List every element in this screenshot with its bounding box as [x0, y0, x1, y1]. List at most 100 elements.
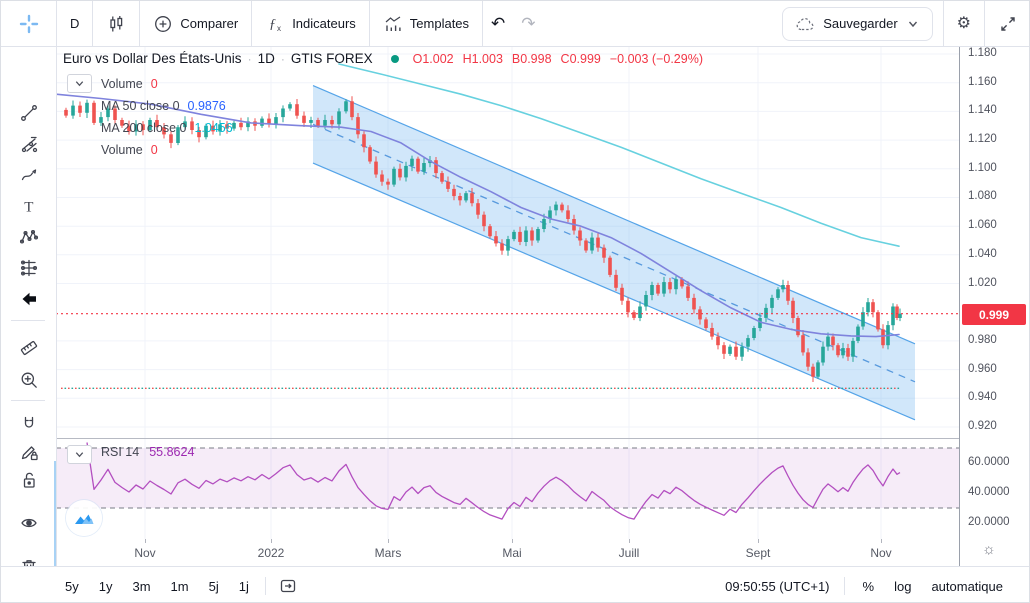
ruler-button[interactable]: [12, 334, 46, 362]
price-chart-pane[interactable]: [56, 46, 959, 438]
time-tick: [881, 539, 882, 543]
undo-button[interactable]: ↶: [483, 1, 513, 46]
axis-settings-icon[interactable]: ☼: [982, 541, 996, 558]
header-separator: ·: [280, 51, 285, 66]
rsi-tick-label: 60.0000: [968, 456, 1010, 468]
plus-circle-icon: [155, 15, 172, 32]
chart-style-button[interactable]: [93, 1, 139, 46]
time-tick-label: Nov: [870, 546, 892, 560]
price-tick-label: 1.060: [968, 219, 997, 231]
pane-separator[interactable]: [56, 438, 1029, 439]
toolbar-divider: [251, 1, 253, 46]
price-axis-border: [959, 46, 960, 566]
rsi-pane[interactable]: [56, 438, 959, 539]
indicators-button[interactable]: ƒ x Indicateurs: [252, 1, 369, 46]
legend-label: Volume: [101, 143, 143, 157]
rsi-collapse-button[interactable]: [67, 445, 92, 464]
pattern-tool-button[interactable]: [12, 223, 46, 251]
time-tick: [758, 539, 759, 543]
log-scale-button[interactable]: log: [894, 578, 912, 594]
fib-tool-icon: [21, 136, 38, 153]
text-tool-button[interactable]: T: [12, 192, 46, 220]
eye-button[interactable]: [12, 509, 46, 537]
ohlc-high: H1.003: [462, 51, 503, 66]
svg-text:ƒ: ƒ: [269, 17, 276, 32]
time-tick: [629, 539, 630, 543]
rsi-legend[interactable]: RSI 14 55.8624: [101, 445, 194, 459]
toolbar-divider: [92, 1, 94, 46]
goto-date-button[interactable]: [274, 576, 302, 596]
ohlc-values: O1.002 H1.003 B0.998 C0.999 −0.003 (−0.2…: [413, 52, 703, 66]
redo-button[interactable]: ↷: [513, 1, 543, 46]
range-button-3m[interactable]: 3m: [132, 578, 151, 594]
crosshair-icon: [19, 14, 38, 33]
price-tick-label: 0.940: [968, 391, 997, 403]
header-separator: ·: [247, 51, 252, 66]
unlock-button[interactable]: [12, 466, 46, 494]
price-tick-label: 0.920: [968, 420, 997, 432]
arrow-left-button[interactable]: [12, 285, 46, 313]
legend-value: 1.0456: [194, 121, 233, 135]
save-button[interactable]: Sauvegarder: [782, 6, 933, 41]
magnet-button[interactable]: [12, 410, 46, 438]
brush-tool-button[interactable]: [12, 161, 46, 189]
range-button-1j[interactable]: 1j: [238, 578, 249, 594]
left-toolbar-scrollbar[interactable]: [54, 461, 56, 602]
interval-button[interactable]: D: [57, 1, 92, 46]
drawing-lock-button[interactable]: [12, 438, 46, 466]
trend-line-button[interactable]: [12, 99, 46, 127]
toolbar-divider: [942, 1, 944, 46]
time-tick-label: Mars: [374, 546, 402, 560]
legend-label: MA 200 close 0: [101, 121, 187, 135]
compare-button[interactable]: Comparer: [140, 1, 251, 46]
left-drawing-toolbar: T: [1, 46, 57, 574]
range-button-1y[interactable]: 1y: [98, 578, 113, 594]
toolbar-divider: [482, 1, 484, 46]
brush-tool-icon: [21, 169, 37, 181]
market-status-dot: [390, 54, 399, 63]
legend-row[interactable]: Volume 0: [101, 139, 233, 161]
gear-icon: ⚙: [956, 14, 971, 32]
range-button-5y[interactable]: 5y: [65, 578, 79, 594]
sidebar-divider: [11, 400, 45, 401]
price-axis[interactable]: 1.180 1.160 1.140 1.120 1.100 1.080 1.060 1.040…: [960, 46, 1029, 566]
ruler-icon: [20, 340, 38, 356]
header-exchange: GTIS FOREX: [290, 51, 373, 66]
legend-row[interactable]: MA 50 close 0 0.9876: [101, 95, 233, 117]
clock[interactable]: 09:50:55 (UTC+1): [725, 578, 830, 594]
tradingview-watermark-logo[interactable]: [66, 500, 102, 536]
ohlc-low: B0.998: [511, 51, 552, 66]
crosshair-tool-button[interactable]: [1, 1, 56, 46]
auto-scale-button[interactable]: automatique: [931, 578, 1003, 594]
bottom-toolbar: 5y 1y 3m 1m 5j 1j 09:50:55 (UTC+1) % log auto…: [1, 566, 1029, 602]
indicator-legend: Volume 0 MA 50 close 0 0.9876 MA 200 clo…: [101, 73, 233, 161]
zoom-in-button[interactable]: [12, 366, 46, 394]
time-tick: [271, 539, 272, 543]
legend-collapse-button[interactable]: [67, 74, 92, 93]
legend-row[interactable]: Volume 0: [101, 73, 233, 95]
time-tick-label: 2022: [257, 546, 285, 560]
settings-button[interactable]: ⚙: [944, 1, 984, 46]
chevron-down-icon: [908, 21, 917, 27]
sidebar-divider: [11, 320, 45, 321]
fib-tool-button[interactable]: [12, 130, 46, 158]
compare-label: Comparer: [180, 16, 239, 31]
range-button-1m[interactable]: 1m: [170, 578, 189, 594]
legend-value: 0.9876: [187, 99, 226, 113]
ohlc-close: C0.999: [560, 51, 601, 66]
range-button-5j[interactable]: 5j: [208, 578, 219, 594]
legend-label: MA 50 close 0: [101, 99, 180, 113]
time-axis[interactable]: Nov 2022 Mars Mai Juill Sept Nov: [56, 539, 959, 566]
forecast-tool-button[interactable]: [12, 254, 46, 282]
percent-scale-button[interactable]: %: [862, 578, 875, 594]
templates-button[interactable]: Templates: [370, 1, 482, 46]
fullscreen-button[interactable]: [985, 1, 1029, 46]
zoom-in-icon: [21, 372, 37, 388]
trend-line-icon: [21, 105, 37, 121]
legend-row[interactable]: MA 200 close 0 1.0456: [101, 117, 233, 139]
time-tick: [145, 539, 146, 543]
bottom-divider: [843, 577, 845, 595]
text-tool-icon: T: [24, 200, 33, 216]
symbol-header[interactable]: Euro vs Dollar Des États-Unis · 1D · GTI…: [63, 51, 703, 66]
